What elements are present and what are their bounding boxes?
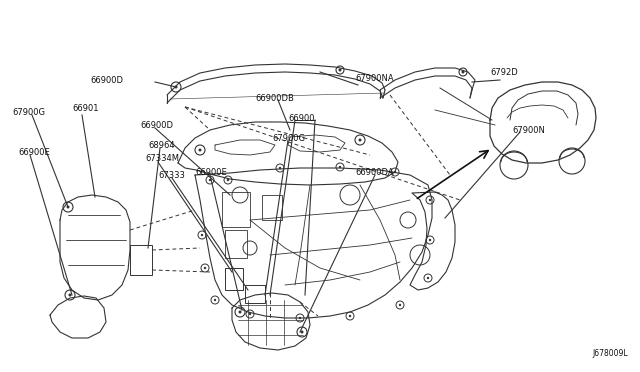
- Bar: [262, 195, 282, 220]
- Circle shape: [204, 267, 206, 269]
- Circle shape: [299, 317, 301, 319]
- Circle shape: [429, 239, 431, 241]
- Bar: [222, 192, 250, 227]
- Circle shape: [399, 304, 401, 306]
- Text: 66900D: 66900D: [140, 121, 173, 129]
- Text: 66901: 66901: [72, 103, 99, 112]
- Circle shape: [68, 294, 72, 296]
- Bar: [225, 268, 243, 290]
- Text: 66900DA: 66900DA: [355, 167, 394, 176]
- Text: 67900G: 67900G: [12, 108, 45, 116]
- Bar: [245, 285, 265, 303]
- Bar: [130, 245, 152, 275]
- Text: 67900NA: 67900NA: [355, 74, 394, 83]
- Text: 66900E: 66900E: [195, 167, 227, 176]
- Circle shape: [67, 205, 70, 208]
- Circle shape: [227, 179, 229, 181]
- Circle shape: [209, 179, 211, 181]
- Circle shape: [461, 71, 465, 74]
- Circle shape: [201, 234, 204, 236]
- Text: 67900G: 67900G: [272, 134, 305, 142]
- Circle shape: [394, 171, 396, 173]
- Circle shape: [358, 138, 362, 141]
- Text: 66900DB: 66900DB: [255, 93, 294, 103]
- Bar: [225, 230, 247, 258]
- Text: 66900E: 66900E: [18, 148, 50, 157]
- Text: 67334M: 67334M: [145, 154, 179, 163]
- Circle shape: [427, 277, 429, 279]
- Text: 66900: 66900: [288, 113, 314, 122]
- Text: 68964: 68964: [148, 141, 175, 150]
- Circle shape: [429, 199, 431, 201]
- Circle shape: [339, 166, 341, 168]
- Circle shape: [214, 299, 216, 301]
- Circle shape: [279, 167, 281, 169]
- Text: J678009L: J678009L: [593, 349, 628, 358]
- Text: 66900D: 66900D: [90, 76, 123, 84]
- Text: 67333: 67333: [158, 170, 185, 180]
- Circle shape: [198, 148, 202, 151]
- Text: 6792D: 6792D: [490, 67, 518, 77]
- Circle shape: [339, 68, 342, 71]
- Text: 67900N: 67900N: [512, 125, 545, 135]
- Circle shape: [175, 86, 177, 89]
- Circle shape: [349, 315, 351, 317]
- Circle shape: [301, 330, 303, 334]
- Circle shape: [239, 311, 241, 314]
- Circle shape: [249, 313, 251, 315]
